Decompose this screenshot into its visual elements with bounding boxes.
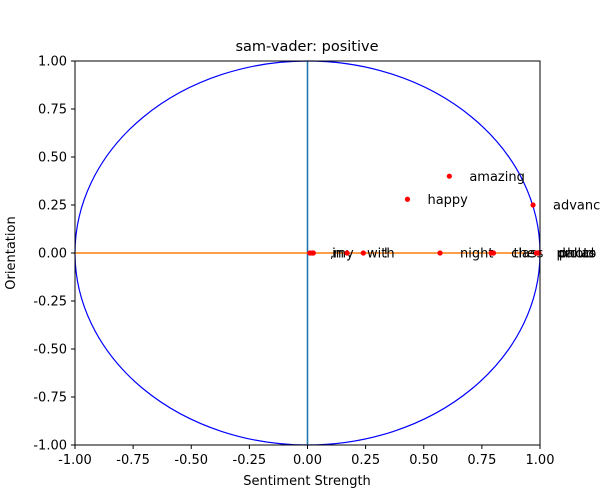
point-label-5: in <box>332 247 344 262</box>
data-point-2 <box>530 202 536 208</box>
x-tick-label-4: 0.00 <box>293 453 322 468</box>
point-label-0: amazing <box>469 170 525 185</box>
x-tick-label-2: -0.50 <box>174 453 208 468</box>
point-label-4: my <box>333 247 354 262</box>
y-tick-label-1: 0.75 <box>38 103 67 118</box>
data-point-10 <box>488 250 494 256</box>
point-label-2: advanc <box>553 199 600 214</box>
x-tick-label-8: 1.00 <box>526 453 555 468</box>
point-label-12: proud <box>557 247 595 262</box>
data-point-6 <box>360 250 366 256</box>
y-axis-title: Orientation <box>4 216 19 289</box>
data-point-13 <box>536 250 542 256</box>
point-label-9: the <box>514 247 535 262</box>
data-point-1 <box>404 196 411 202</box>
data-point-7 <box>344 250 350 256</box>
y-tick-label-3: 0.25 <box>38 199 67 214</box>
x-tick-label-3: -0.25 <box>233 453 267 468</box>
y-tick-label-5: -0.25 <box>33 295 67 310</box>
y-tick-label-4: 0.00 <box>38 247 67 262</box>
point-label-13: photo <box>559 247 597 262</box>
x-tick-label-6: 0.50 <box>409 453 438 468</box>
x-tick-label-5: 0.25 <box>351 453 380 468</box>
point-label-1: happy <box>427 193 468 208</box>
y-tick-label-8: -1.00 <box>33 439 67 454</box>
x-tick-label-7: 0.75 <box>467 453 496 468</box>
data-point-8 <box>437 250 443 256</box>
point-label-11: dallas <box>558 247 596 262</box>
chart-title: sam-vader: positive <box>235 39 378 55</box>
point-label-6: ! <box>383 247 388 262</box>
point-label-10: class <box>511 247 543 262</box>
data-point-5 <box>309 250 315 256</box>
x-tick-label-1: -0.75 <box>116 453 150 468</box>
x-tick-label-0: -1.00 <box>58 453 92 468</box>
y-tick-label-2: 0.50 <box>38 151 67 166</box>
point-label-7: with <box>367 247 395 262</box>
data-point-0 <box>446 173 452 179</box>
x-axis-title: Sentiment Strength <box>243 474 371 489</box>
point-label-8: night <box>460 247 493 262</box>
y-tick-label-0: 1.00 <box>38 55 67 70</box>
y-tick-label-7: -0.75 <box>33 391 67 406</box>
y-tick-label-6: -0.50 <box>33 343 67 358</box>
point-label-3: , <box>330 247 334 262</box>
